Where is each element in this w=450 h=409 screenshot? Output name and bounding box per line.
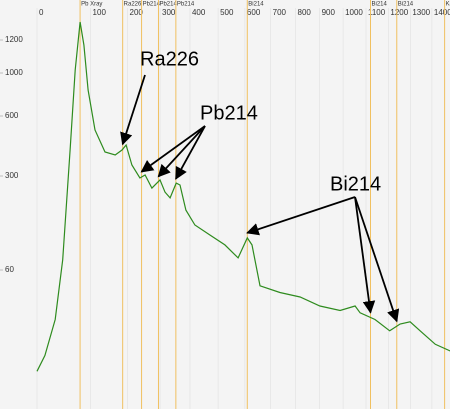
y-tick-label: 1000 [5, 68, 23, 77]
spectrum-line [36, 21, 450, 372]
marker-label: Pb214 [177, 2, 195, 8]
marker-label: Pb Xray [81, 2, 102, 8]
x-tick-label: 1000 [345, 8, 363, 17]
x-tick-label: 900 [322, 8, 336, 17]
x-tick-label: 200 [130, 8, 144, 17]
marker-label: Pb214 [143, 2, 161, 8]
annotation-arrow [120, 74, 146, 146]
x-tick-label: 800 [298, 8, 312, 17]
annotation-arrow [246, 196, 356, 236]
annotation-arrow [354, 196, 400, 323]
x-tick-label: 400 [192, 8, 206, 17]
annotation-arrow [175, 125, 206, 180]
annotation: Pb214 [200, 102, 258, 124]
x-tick-label: 1200 [390, 8, 408, 17]
x-tick-label: 1100 [368, 8, 386, 17]
marker-label: Bi214 [398, 2, 414, 8]
marker-label: K40 [446, 2, 450, 8]
x-tick-label: 500 [220, 8, 234, 17]
marker-label: Ra226 [124, 2, 142, 8]
x-tick-label: 700 [273, 8, 287, 17]
x-tick-label: 600 [247, 8, 261, 17]
annotation-arrow [157, 125, 206, 178]
y-tick-label: 1200 [5, 35, 23, 44]
annotation-arrow [354, 196, 376, 314]
y-tick-label: 600 [5, 111, 19, 120]
marker-label: Pb214 [159, 2, 177, 8]
x-tick-label: 1400 [434, 8, 450, 17]
y-tick-label: 60 [5, 265, 14, 274]
annotation: Bi214 [330, 173, 381, 195]
annotation: Ra226 [140, 48, 199, 70]
x-tick-label: 0 [39, 8, 44, 17]
x-tick-label: 100 [93, 8, 107, 17]
x-tick-label: 300 [162, 8, 176, 17]
annotation-arrow [140, 125, 206, 173]
y-tick-label: 300 [5, 171, 19, 180]
marker-label: Bi214 [372, 2, 388, 8]
marker-label: Bi214 [248, 2, 264, 8]
x-tick-label: 1300 [412, 8, 430, 17]
